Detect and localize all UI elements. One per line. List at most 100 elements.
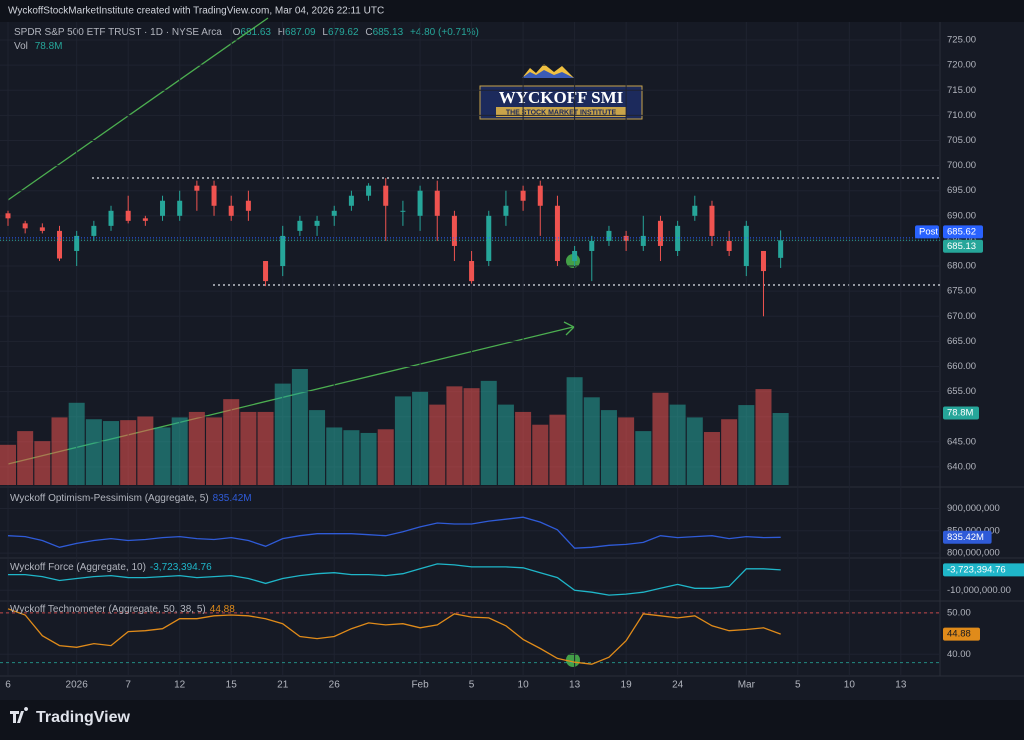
indicator-line xyxy=(7,608,781,665)
y-tick-label: 695.00 xyxy=(947,185,976,196)
candle-body xyxy=(503,205,509,216)
candle-body xyxy=(263,261,269,282)
volume-bar xyxy=(566,377,583,485)
volume-bar xyxy=(188,411,205,485)
arrow-head xyxy=(563,321,576,336)
volume-bar xyxy=(17,431,34,485)
y-tick-label: 725.00 xyxy=(947,35,976,46)
indicator-name: Wyckoff Force (Aggregate, 10) xyxy=(10,562,146,573)
volume-legend: Vol 78.8M xyxy=(14,41,62,52)
candle-body xyxy=(640,235,646,246)
volume-bar xyxy=(377,429,394,485)
y-tick-label: 720.00 xyxy=(947,60,976,71)
ohlc-letter: O xyxy=(233,27,241,38)
volume-bar xyxy=(429,404,446,485)
x-tick-label: 19 xyxy=(621,680,633,691)
volume-name: Vol xyxy=(14,41,28,52)
volume-bar xyxy=(85,419,102,485)
logo-band xyxy=(496,107,626,117)
volume-bar xyxy=(549,414,566,485)
volume-bar xyxy=(206,417,223,485)
x-tick-label: 6 xyxy=(5,680,11,691)
volume-value: 78.8M xyxy=(35,41,63,52)
volume-bar xyxy=(120,420,137,485)
volume-bar xyxy=(343,430,360,485)
volume-label: 78.8M xyxy=(947,408,973,419)
x-tick-label: 13 xyxy=(569,680,581,691)
candle-body xyxy=(589,240,595,251)
volume-bar xyxy=(51,417,68,485)
indicator-last-value: -3,723,394.76 xyxy=(947,564,1006,575)
indicator-last-value: 44.88 xyxy=(947,629,971,640)
candle-body xyxy=(142,218,148,221)
volume-bar xyxy=(497,404,514,485)
x-tick-label: 5 xyxy=(795,680,801,691)
candle-body xyxy=(537,185,543,206)
post-value: 685.62 xyxy=(947,226,976,237)
y-tick-label: 680.00 xyxy=(947,261,976,272)
candle-body xyxy=(297,220,303,231)
candle-body xyxy=(434,190,440,216)
volume-bar xyxy=(291,369,308,485)
candle-body xyxy=(366,185,372,196)
y-tick-label: 900,000,000 xyxy=(947,503,1000,514)
volume-bar xyxy=(652,392,669,485)
volume-bar xyxy=(257,411,274,485)
y-tick-label: 690.00 xyxy=(947,210,976,221)
volume-bar xyxy=(274,383,291,485)
candle-body xyxy=(726,240,732,251)
volume-bar xyxy=(463,388,480,485)
volume-bar xyxy=(360,432,377,485)
volume-bar xyxy=(772,413,789,485)
candle-body xyxy=(400,210,406,212)
candle-body xyxy=(486,215,492,262)
candle-body xyxy=(675,225,681,251)
indicator-last-value-box xyxy=(943,530,992,544)
top-bar xyxy=(0,0,1024,22)
volume-label-box xyxy=(943,406,979,420)
x-tick-label: Feb xyxy=(411,680,429,691)
brand-name: TradingView xyxy=(36,709,131,726)
ohlc-letter: H xyxy=(278,27,285,38)
x-tick-label: 10 xyxy=(844,680,856,691)
brand-icon xyxy=(10,707,29,723)
x-tick-label: 15 xyxy=(226,680,238,691)
candle-body xyxy=(743,225,749,267)
volume-bar xyxy=(103,421,120,485)
candle-body xyxy=(760,250,766,272)
ohlc-value: 679.62 xyxy=(328,27,359,38)
candle-body xyxy=(91,225,97,236)
volume-bar xyxy=(394,396,411,485)
pane-separators xyxy=(0,22,1024,677)
volume-bar xyxy=(154,427,171,485)
volume-bar xyxy=(635,431,652,485)
x-tick-label: 12 xyxy=(174,680,186,691)
volume-bar xyxy=(240,411,257,485)
candle-body xyxy=(5,213,11,219)
indicator-last-value: 835.42M xyxy=(947,532,984,543)
post-label-box xyxy=(915,225,939,239)
candle-body xyxy=(692,205,698,216)
x-tick-label: 5 xyxy=(469,680,475,691)
indicator-line xyxy=(8,563,781,596)
data-layer xyxy=(0,178,940,665)
x-tick-label: 2026 xyxy=(66,680,89,691)
candle-body xyxy=(709,205,715,236)
y-tick-label: 655.00 xyxy=(947,386,976,397)
logo-mountain-shade xyxy=(522,70,574,78)
last-price: 685.13 xyxy=(947,241,976,252)
grid-layer xyxy=(0,22,940,676)
y-tick-label: 800,000,000 xyxy=(947,548,1000,559)
volume-bar xyxy=(703,432,720,485)
volume-bar xyxy=(600,410,617,485)
last-price-box xyxy=(943,239,983,253)
y-tick-label: 675.00 xyxy=(947,286,976,297)
candle-body xyxy=(74,235,80,251)
candle-body xyxy=(451,215,457,246)
change: +4.80 (+0.71%) xyxy=(410,27,479,38)
y-tick-label: 50.00 xyxy=(947,607,971,618)
indicator-value: -3,723,394.76 xyxy=(150,562,212,573)
indicator-value: 835.42M xyxy=(213,493,252,504)
candle-body xyxy=(331,210,337,216)
